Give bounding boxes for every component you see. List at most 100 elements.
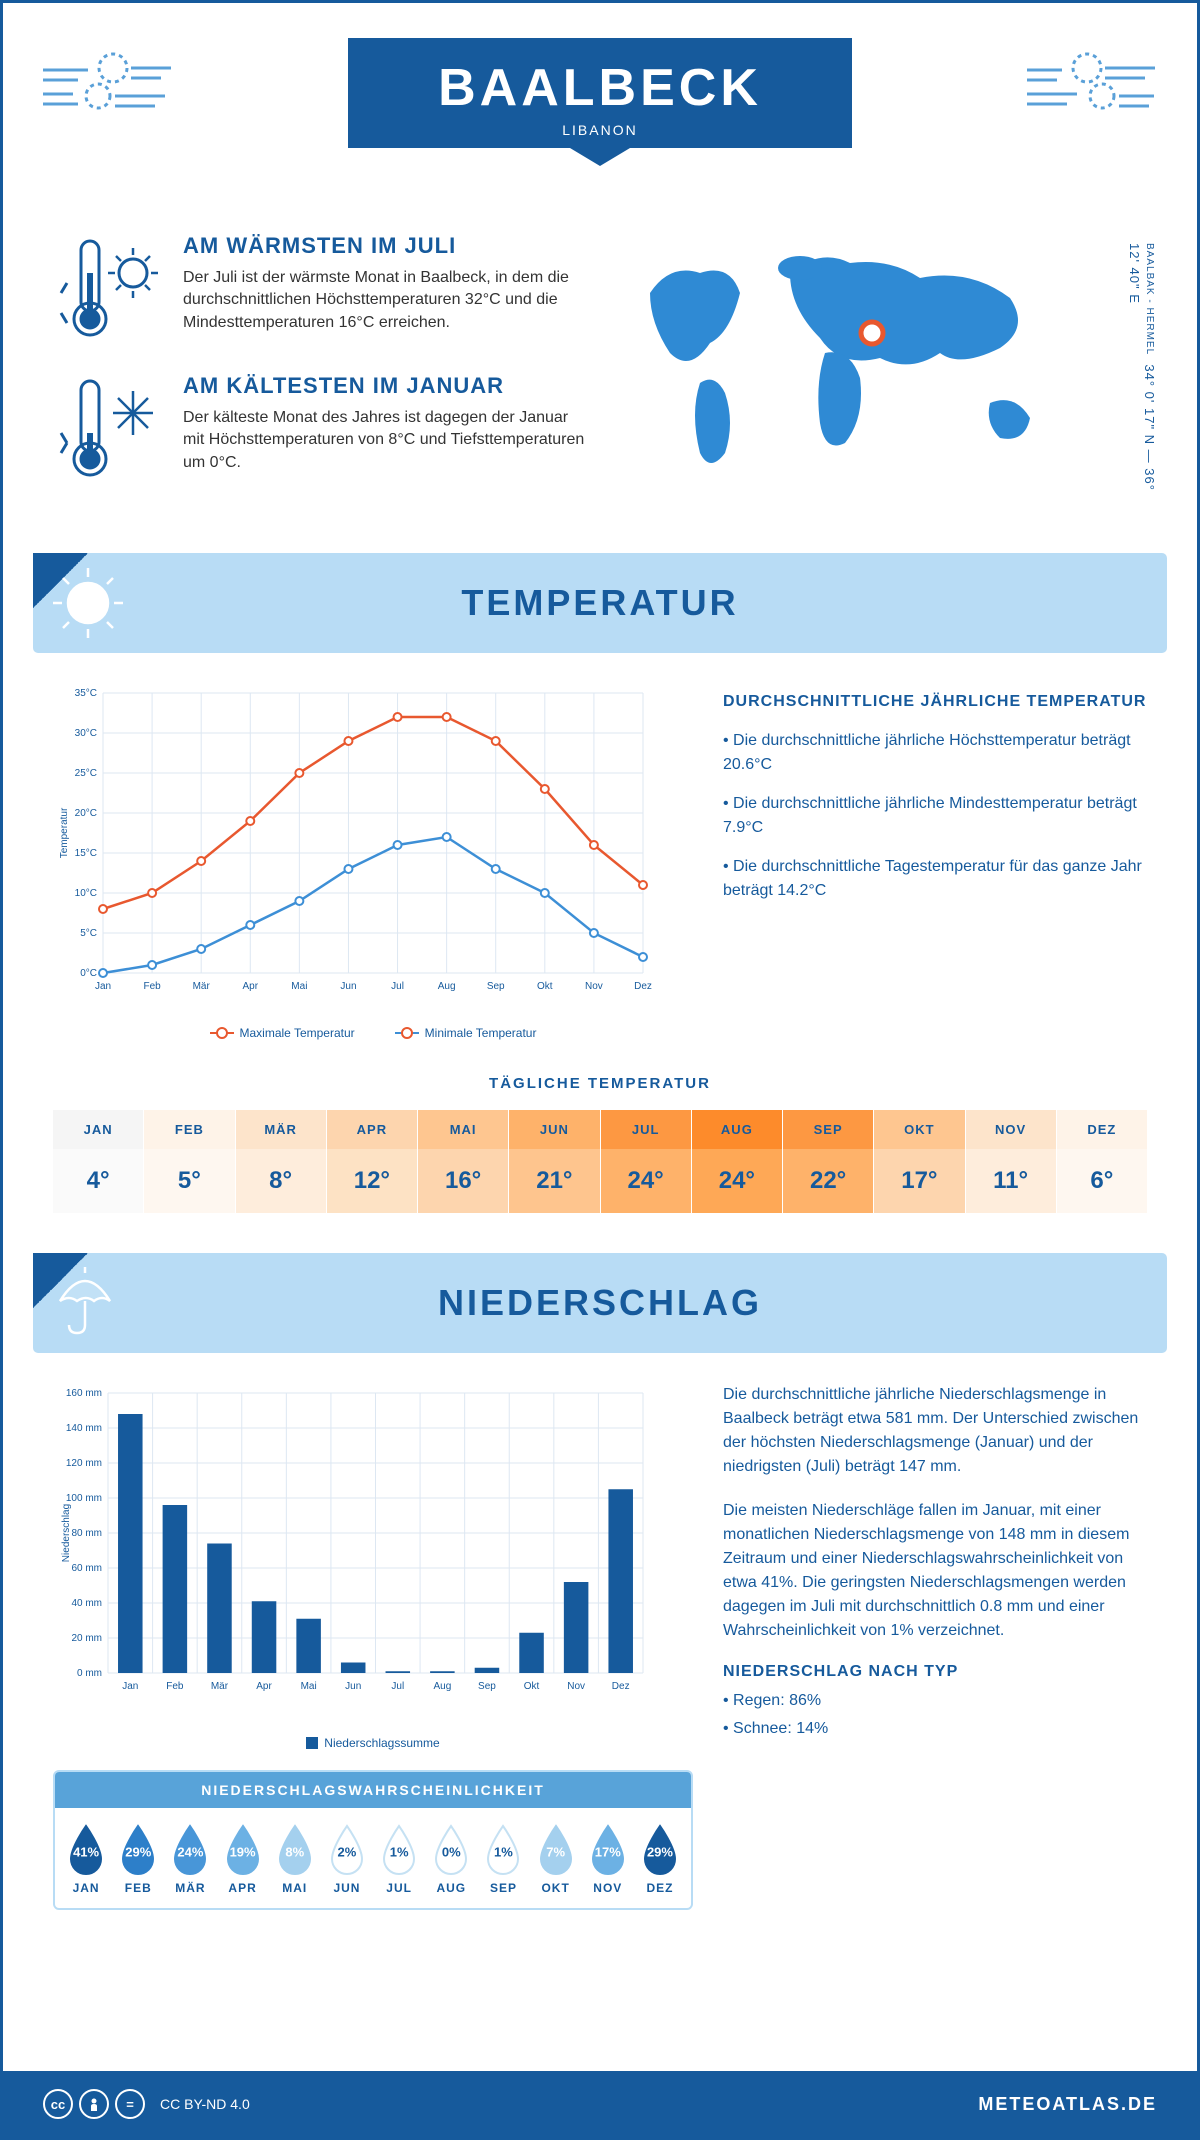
svg-text:Niederschlag: Niederschlag xyxy=(61,1504,72,1562)
svg-text:15°C: 15°C xyxy=(75,848,97,859)
by-icon xyxy=(79,2089,109,2119)
svg-text:Mär: Mär xyxy=(193,981,211,992)
svg-text:Jul: Jul xyxy=(391,1681,404,1692)
coldest-title: AM KÄLTESTEN IM JANUAR xyxy=(183,373,590,399)
probability-cell: 0% AUG xyxy=(425,1823,477,1903)
precip-text-2: Die meisten Niederschläge fallen im Janu… xyxy=(723,1499,1147,1643)
temp-bullet-2: • Die durchschnittliche jährliche Mindes… xyxy=(723,792,1147,840)
temperature-banner: TEMPERATUR xyxy=(33,553,1167,653)
world-map-container: BAALBAK - HERMEL 34° 0' 17" N — 36° 12' … xyxy=(610,233,1147,513)
svg-text:Nov: Nov xyxy=(585,981,603,992)
wind-icon-right xyxy=(1027,38,1157,133)
svg-text:Jul: Jul xyxy=(391,981,404,992)
warmest-row: AM WÄRMSTEN IM JULI Der Juli ist der wär… xyxy=(53,233,590,348)
svg-text:Dez: Dez xyxy=(634,981,652,992)
thermometer-hot-icon xyxy=(53,233,183,348)
temp-info-title: DURCHSCHNITTLICHE JÄHRLICHE TEMPERATUR xyxy=(723,693,1147,711)
svg-text:Jan: Jan xyxy=(122,1681,138,1692)
svg-text:Aug: Aug xyxy=(438,981,456,992)
temp-cell: AUG 24° xyxy=(692,1110,783,1213)
svg-text:Feb: Feb xyxy=(143,981,161,992)
license-text: CC BY-ND 4.0 xyxy=(160,2096,250,2112)
precipitation-chart: 0 mm 20 mm 40 mm 60 mm 80 mm 100 mm 120 mm 140 … xyxy=(53,1383,693,1750)
coldest-text: Der kälteste Monat des Jahres ist dagege… xyxy=(183,407,590,474)
daily-temp-table: JAN 4° FEB 5° MÄR 8° APR 12° MAI 16° JUN… xyxy=(53,1110,1147,1213)
svg-text:40 mm: 40 mm xyxy=(71,1598,102,1609)
precipitation-banner: NIEDERSCHLAG xyxy=(33,1253,1167,1353)
coordinates: BAALBAK - HERMEL 34° 0' 17" N — 36° 12' … xyxy=(1127,243,1157,513)
temp-cell: FEB 5° xyxy=(144,1110,235,1213)
svg-text:10°C: 10°C xyxy=(75,888,97,899)
warmest-title: AM WÄRMSTEN IM JULI xyxy=(183,233,590,259)
probability-cell: 41% JAN xyxy=(60,1823,112,1903)
temp-cell: NOV 11° xyxy=(966,1110,1057,1213)
temp-cell: JUL 24° xyxy=(601,1110,692,1213)
svg-text:Mai: Mai xyxy=(301,1681,317,1692)
svg-text:Feb: Feb xyxy=(166,1681,184,1692)
coldest-row: AM KÄLTESTEN IM JANUAR Der kälteste Mona… xyxy=(53,373,590,488)
svg-text:Dez: Dez xyxy=(612,1681,630,1692)
warmest-text: Der Juli ist der wärmste Monat in Baalbe… xyxy=(183,267,590,334)
probability-title: NIEDERSCHLAGSWAHRSCHEINLICHKEIT xyxy=(55,1772,691,1808)
precip-chart-legend: Niederschlagssumme xyxy=(53,1736,693,1750)
temp-cell: DEZ 6° xyxy=(1057,1110,1147,1213)
thermometer-cold-icon xyxy=(53,373,183,488)
nd-icon: = xyxy=(115,2089,145,2119)
svg-text:30°C: 30°C xyxy=(75,728,97,739)
svg-text:Temperatur: Temperatur xyxy=(59,807,70,858)
cc-icons: cc = xyxy=(43,2089,145,2119)
temp-cell: SEP 22° xyxy=(783,1110,874,1213)
footer: cc = CC BY-ND 4.0 METEOATLAS.DE xyxy=(3,2071,1197,2137)
svg-text:0 mm: 0 mm xyxy=(77,1668,102,1679)
svg-text:Sep: Sep xyxy=(478,1681,496,1692)
svg-text:5°C: 5°C xyxy=(80,928,97,939)
svg-text:160 mm: 160 mm xyxy=(66,1388,102,1399)
svg-text:Jan: Jan xyxy=(95,981,111,992)
precip-type-2: • Schnee: 14% xyxy=(723,1717,1147,1741)
svg-text:20 mm: 20 mm xyxy=(71,1633,102,1644)
sun-icon xyxy=(48,563,128,648)
svg-text:60 mm: 60 mm xyxy=(71,1563,102,1574)
svg-text:Jun: Jun xyxy=(340,981,356,992)
temp-cell: OKT 17° xyxy=(874,1110,965,1213)
probability-cell: 29% FEB xyxy=(112,1823,164,1903)
probability-cell: 2% JUN xyxy=(321,1823,373,1903)
temp-cell: APR 12° xyxy=(327,1110,418,1213)
svg-text:Apr: Apr xyxy=(256,1681,272,1692)
city-name: BAALBECK xyxy=(438,58,762,118)
svg-text:Mär: Mär xyxy=(211,1681,229,1692)
svg-text:120 mm: 120 mm xyxy=(66,1458,102,1469)
probability-box: NIEDERSCHLAGSWAHRSCHEINLICHKEIT 41% JAN … xyxy=(53,1770,693,1910)
temp-cell: JUN 21° xyxy=(509,1110,600,1213)
precipitation-info: Die durchschnittliche jährliche Niedersc… xyxy=(693,1383,1147,1910)
precip-type-title: NIEDERSCHLAG NACH TYP xyxy=(723,1663,1147,1681)
probability-cell: 1% SEP xyxy=(477,1823,529,1903)
page-container: BAALBECK LIBANON AM WÄRMSTEN IM JULI Der… xyxy=(0,0,1200,2140)
svg-text:Nov: Nov xyxy=(567,1681,585,1692)
umbrella-icon xyxy=(48,1263,123,1343)
svg-text:25°C: 25°C xyxy=(75,768,97,779)
svg-text:0°C: 0°C xyxy=(80,968,97,979)
svg-text:Aug: Aug xyxy=(433,1681,451,1692)
probability-cell: 7% OKT xyxy=(530,1823,582,1903)
svg-text:80 mm: 80 mm xyxy=(71,1528,102,1539)
header: BAALBECK LIBANON xyxy=(3,3,1197,213)
temp-chart-legend: .legend-line:nth-child(1)::after{border-… xyxy=(53,1026,693,1040)
probability-cell: 19% APR xyxy=(217,1823,269,1903)
temp-bullet-3: • Die durchschnittliche Tagestemperatur … xyxy=(723,855,1147,903)
wind-icon-left xyxy=(43,38,173,133)
cc-icon: cc xyxy=(43,2089,73,2119)
temperature-title: TEMPERATUR xyxy=(153,582,1167,624)
temp-cell: MÄR 8° xyxy=(236,1110,327,1213)
precip-text-1: Die durchschnittliche jährliche Niedersc… xyxy=(723,1383,1147,1479)
probability-cell: 1% JUL xyxy=(373,1823,425,1903)
svg-text:Okt: Okt xyxy=(537,981,553,992)
svg-text:Jun: Jun xyxy=(345,1681,361,1692)
probability-cell: 24% MÄR xyxy=(164,1823,216,1903)
svg-text:140 mm: 140 mm xyxy=(66,1423,102,1434)
temperature-info: DURCHSCHNITTLICHE JÄHRLICHE TEMPERATUR •… xyxy=(693,683,1147,1040)
svg-text:Mai: Mai xyxy=(291,981,307,992)
svg-text:100 mm: 100 mm xyxy=(66,1493,102,1504)
temp-cell: JAN 4° xyxy=(53,1110,144,1213)
temperature-chart: 0°C5°C10°C15°C20°C25°C30°C35°CJanFebMärA… xyxy=(53,683,693,1040)
